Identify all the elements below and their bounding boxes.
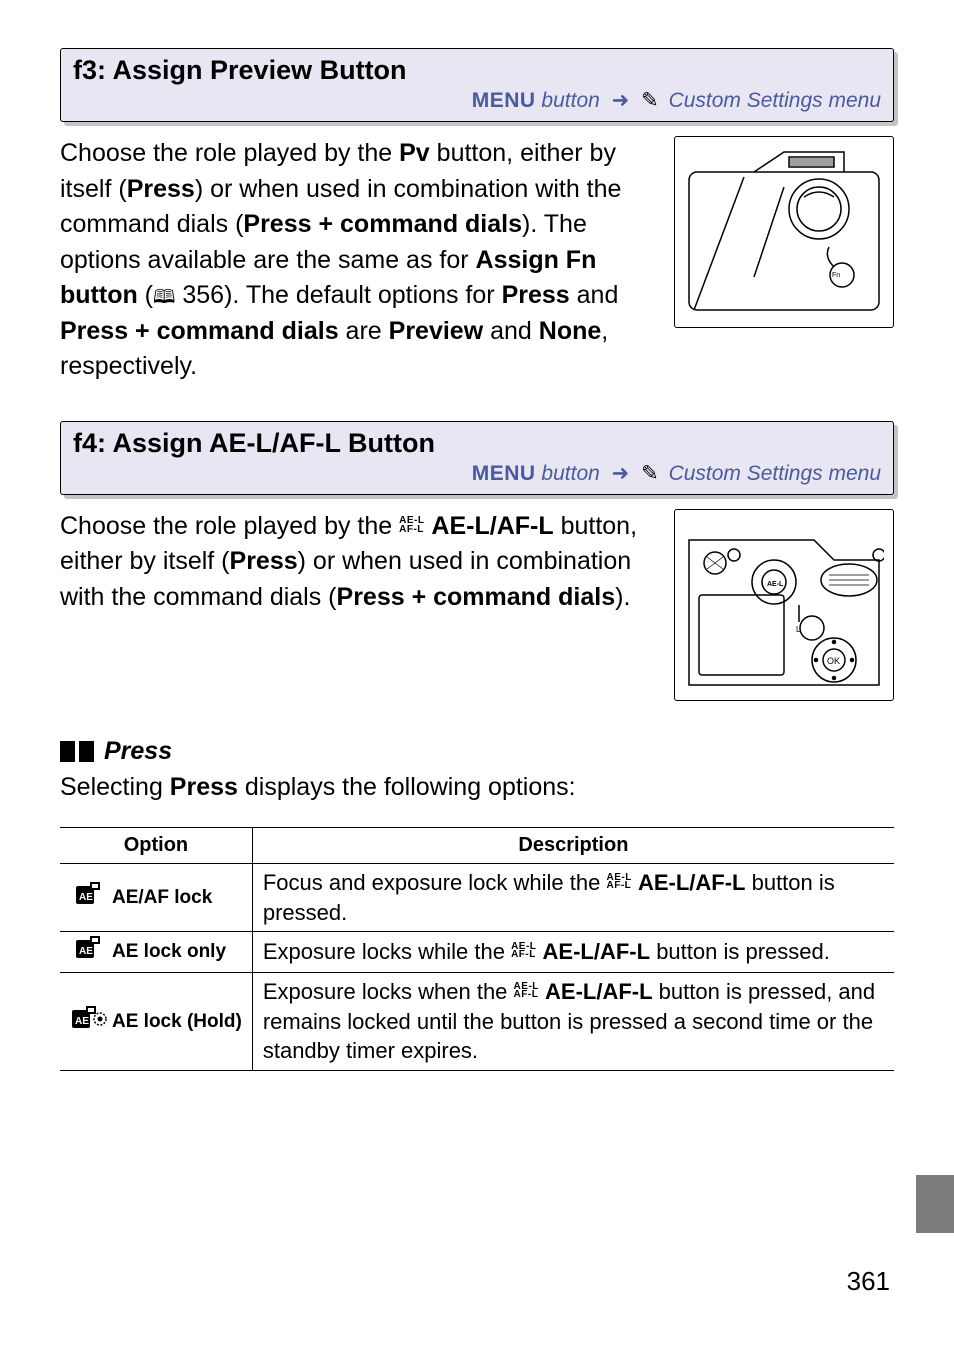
aelafl-icon: AE-LAF-L [514,983,539,1000]
arrow-icon: ➜ [612,89,630,112]
row-name: AE lock (Hold) [110,973,252,1071]
row-icon: AE [60,864,110,932]
table-row: AE AE lock (Hold) Exposure locks when th… [60,973,894,1071]
f3-figure: Fn [674,136,894,385]
pencil-icon: ✎ [641,462,659,485]
book-icon: 🕮 [153,287,175,308]
section-header-f4: f4: Assign AE-L/AF-L Button MENU button … [60,421,894,495]
col-option: Option [60,828,252,864]
aelafl-icon: AE-LAF-L [399,517,424,534]
page-number: 361 [847,1266,890,1297]
press-subheading: Press [60,737,894,766]
svg-text:AE: AE [79,946,93,957]
menu-button-word: button [541,89,599,112]
breadcrumb-dest: Custom Settings menu [669,89,881,112]
breadcrumb-dest: Custom Settings menu [669,462,881,485]
row-desc: Focus and exposure lock while the AE-LAF… [252,864,894,932]
camera-back-figure: AE-L OK L [674,509,894,701]
svg-text:AE: AE [79,892,93,903]
pencil-icon: ✎ [641,89,659,112]
svg-text:Fn: Fn [832,272,840,279]
f4-paragraph: Choose the role played by the AE-LAF-L A… [60,509,658,701]
side-tab [916,1175,954,1233]
col-description: Description [252,828,894,864]
menu-label: MENU [472,89,536,112]
row-name: AE lock only [110,932,252,973]
menu-button-word: button [541,462,599,485]
section-title-f4: f4: Assign AE-L/AF-L Button [61,422,893,461]
f4-content-row: Choose the role played by the AE-LAF-L A… [60,509,894,701]
aelafl-icon: AE-LAF-L [606,874,631,891]
breadcrumb-f3: MENU button ➜ ✎ Custom Settings menu [61,88,893,121]
row-name: AE/AF lock [110,864,252,932]
section-title-f3: f3: Assign Preview Button [61,49,893,88]
row-desc: Exposure locks when the AE-LAF-L AE-L/AF… [252,973,894,1071]
row-icon: AE [60,973,110,1071]
svg-text:AE-L: AE-L [767,581,784,588]
svg-text:OK: OK [827,656,840,666]
square-bullets-icon [60,741,94,762]
aelafl-icon: AE-LAF-L [511,943,536,960]
svg-text:L: L [796,625,801,634]
menu-label: MENU [472,462,536,485]
f3-paragraph: Choose the role played by the Pv button,… [60,136,658,385]
press-title: Press [104,737,172,766]
f4-figure: AE-L OK L [674,509,894,701]
f3-content-row: Choose the role played by the Pv button,… [60,136,894,385]
svg-text:AE: AE [75,1016,89,1027]
camera-front-figure: Fn [674,136,894,328]
breadcrumb-f4: MENU button ➜ ✎ Custom Settings menu [61,461,893,494]
table-row: AE AE/AF lock Focus and exposure lock wh… [60,864,894,932]
press-lead: Selecting Press displays the following o… [60,770,894,806]
arrow-icon: ➜ [612,462,630,485]
table-row: AE AE lock only Exposure locks while the… [60,932,894,973]
section-header-f3: f3: Assign Preview Button MENU button ➜ … [60,48,894,122]
options-table: Option Description AE AE/AF lock Focus a… [60,827,894,1071]
row-icon: AE [60,932,110,973]
row-desc: Exposure locks while the AE-LAF-L AE-L/A… [252,932,894,973]
